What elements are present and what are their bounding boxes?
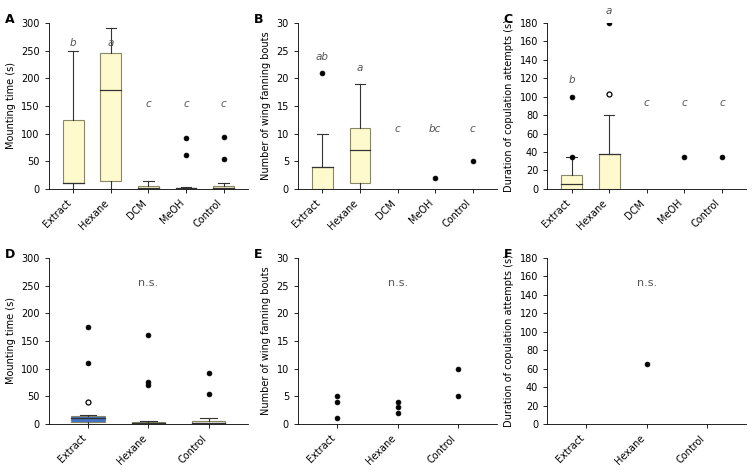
Y-axis label: Number of wing fanning bouts: Number of wing fanning bouts — [261, 267, 271, 415]
Bar — [71, 416, 105, 422]
Bar — [192, 421, 226, 424]
Bar — [214, 186, 234, 189]
Text: B: B — [254, 13, 264, 26]
Text: n.s.: n.s. — [138, 278, 159, 288]
Text: F: F — [503, 248, 512, 261]
Text: c: c — [220, 99, 226, 109]
Bar — [132, 422, 165, 424]
Text: A: A — [5, 13, 14, 26]
Text: c: c — [145, 99, 151, 109]
Y-axis label: Mounting time (s): Mounting time (s) — [5, 62, 16, 150]
Text: a: a — [108, 38, 114, 48]
Text: ab: ab — [316, 51, 329, 62]
Text: a: a — [606, 6, 612, 16]
Text: b: b — [70, 38, 77, 48]
Bar — [63, 120, 83, 184]
Text: c: c — [719, 98, 725, 108]
Text: c: c — [183, 99, 189, 109]
Text: c: c — [395, 124, 401, 134]
Text: c: c — [681, 98, 687, 108]
Bar — [101, 53, 121, 181]
Bar — [312, 167, 333, 189]
Text: c: c — [644, 98, 650, 108]
Y-axis label: Mounting time (s): Mounting time (s) — [5, 297, 16, 385]
Bar — [176, 188, 196, 189]
Text: c: c — [470, 124, 476, 134]
Text: b: b — [569, 75, 575, 84]
Y-axis label: Duration of copulation attempts (s): Duration of copulation attempts (s) — [504, 19, 514, 193]
Text: C: C — [503, 13, 513, 26]
Bar — [599, 154, 620, 189]
Bar — [350, 128, 370, 184]
Text: a: a — [357, 63, 363, 73]
Y-axis label: Number of wing fanning bouts: Number of wing fanning bouts — [261, 32, 271, 180]
Text: D: D — [5, 248, 15, 261]
Text: n.s.: n.s. — [637, 278, 657, 288]
Text: bc: bc — [429, 124, 441, 134]
Text: n.s.: n.s. — [387, 278, 408, 288]
Y-axis label: Duration of copulation attempts (s): Duration of copulation attempts (s) — [504, 254, 514, 428]
Bar — [561, 175, 582, 189]
Text: E: E — [254, 248, 262, 261]
Bar — [138, 186, 159, 189]
